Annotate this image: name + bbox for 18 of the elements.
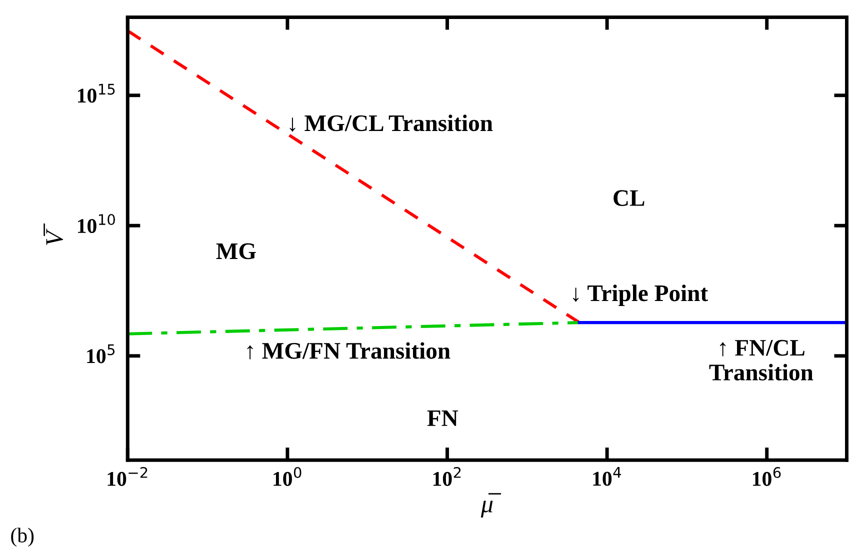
x-tick-label: 10$^{4}$ — [593, 466, 622, 486]
annotation: CL — [614, 190, 644, 206]
annotation: ↓ Triple Point — [573, 284, 708, 306]
y-tick-label: 10$^{15}$ — [78, 84, 115, 103]
annotation: FN — [427, 410, 458, 426]
annotation: ↑ FN/CL Transition — [709, 340, 814, 380]
y-tick-label: 10$^{5}$ — [87, 344, 115, 364]
text: (b) — [11, 528, 34, 547]
y-axis-title: V̅ — [44, 223, 64, 245]
annotation: ↓ MG/CL Transition — [290, 114, 493, 132]
annotation: MG — [216, 243, 256, 260]
y-tick-label: 10$^{10}$ — [78, 214, 115, 234]
annotation: ↑ MG/FN Transition — [247, 342, 450, 360]
x-tick-label: 10$^{6}$ — [752, 466, 781, 486]
x-tick-label: 10$^{2}$ — [433, 466, 461, 486]
x-tick-label: 10$^{0}$ — [274, 466, 302, 486]
x-tick-label: 10$^{−2}$ — [108, 466, 148, 486]
x-axis-title: μ̅ — [480, 493, 502, 518]
